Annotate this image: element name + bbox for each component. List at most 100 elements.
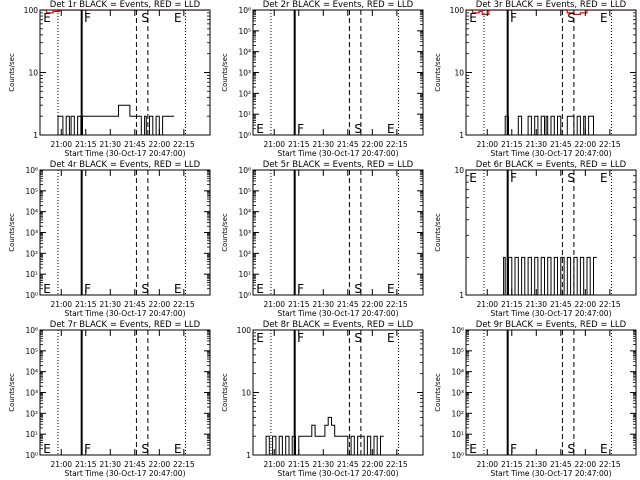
panel-title: Det 5r BLACK = Events, RED = LLD bbox=[263, 160, 414, 170]
x-axis-label: Start Time (30-Oct-17 20:47:00) bbox=[277, 309, 398, 318]
x-tick-label: 21:00 bbox=[476, 300, 498, 309]
x-tick-label: 21:30 bbox=[312, 140, 334, 149]
y-tick-label: 10¹ bbox=[238, 110, 251, 119]
y-tick-label: 10 bbox=[28, 69, 38, 78]
panel-title: Det 3r BLACK = Events, RED = LLD bbox=[476, 0, 627, 10]
x-tick-label: 22:15 bbox=[386, 140, 408, 149]
x-axis-label: Start Time (30-Oct-17 20:47:00) bbox=[490, 149, 611, 158]
marker-letter: S bbox=[567, 11, 575, 25]
x-tick-label: 21:30 bbox=[525, 300, 547, 309]
x-tick-label: 21:00 bbox=[50, 460, 72, 469]
plot-frame bbox=[39, 9, 211, 136]
y-tick-label: 10⁴ bbox=[238, 48, 251, 57]
panel-title: Det 2r BLACK = Events, RED = LLD bbox=[263, 0, 414, 10]
y-tick-label: 10⁰ bbox=[25, 291, 38, 300]
y-tick-label: 10⁴ bbox=[25, 368, 38, 377]
x-tick-label: 22:15 bbox=[386, 460, 408, 469]
y-axis-label: Counts/sec bbox=[434, 373, 442, 412]
marker-letter: E bbox=[256, 331, 264, 345]
x-tick-label: 21:30 bbox=[99, 140, 121, 149]
y-tick-label: 10⁵ bbox=[25, 347, 38, 356]
x-tick-label: 21:00 bbox=[263, 300, 285, 309]
plot-frame bbox=[465, 329, 637, 456]
y-tick-label: 10² bbox=[25, 409, 38, 418]
x-tick-label: 22:00 bbox=[362, 140, 384, 149]
y-tick-label: 10⁶ bbox=[25, 166, 38, 175]
y-tick-label: 10⁰ bbox=[25, 451, 38, 460]
x-tick-label: 22:15 bbox=[599, 460, 621, 469]
marker-letter: E bbox=[174, 282, 182, 296]
plot-frame bbox=[39, 329, 211, 456]
marker-letter: S bbox=[141, 442, 149, 456]
x-tick-label: 21:45 bbox=[124, 300, 146, 309]
marker-letter: S bbox=[354, 331, 362, 345]
y-tick-label: 1 bbox=[33, 131, 38, 140]
marker-letter: E bbox=[43, 11, 51, 25]
y-tick-label: 1 bbox=[459, 291, 464, 300]
x-tick-label: 21:30 bbox=[99, 300, 121, 309]
panel-title: Det 9r BLACK = Events, RED = LLD bbox=[476, 320, 627, 330]
x-tick-label: 21:00 bbox=[50, 140, 72, 149]
marker-letter: F bbox=[297, 282, 304, 296]
panel-title: Det 7r BLACK = Events, RED = LLD bbox=[50, 320, 201, 330]
panel-title: Det 6r BLACK = Events, RED = LLD bbox=[476, 160, 627, 170]
y-tick-label: 1 bbox=[246, 451, 251, 460]
series-group bbox=[502, 256, 597, 295]
x-axis-label: Start Time (30-Oct-17 20:47:00) bbox=[277, 149, 398, 158]
y-axis-label: Counts/sec bbox=[8, 213, 16, 252]
marker-letter: E bbox=[600, 442, 608, 456]
y-tick-label: 10¹ bbox=[25, 430, 38, 439]
marker-letter: E bbox=[469, 11, 477, 25]
y-tick-label: 100 bbox=[237, 326, 252, 335]
marker-letter: E bbox=[387, 282, 395, 296]
y-tick-label: 10⁶ bbox=[238, 166, 251, 175]
panel-det-7r: Det 7r BLACK = Events, RED = LLD E F S E 10⁰ 1… bbox=[8, 320, 211, 478]
x-tick-label: 21:30 bbox=[312, 460, 334, 469]
y-tick-label: 10⁵ bbox=[25, 187, 38, 196]
plot-frame bbox=[252, 169, 424, 296]
x-tick-label: 22:00 bbox=[149, 460, 171, 469]
marker-letter: S bbox=[567, 442, 575, 456]
x-tick-label: 22:15 bbox=[173, 300, 195, 309]
y-tick-label: 10¹ bbox=[238, 270, 251, 279]
x-tick-label: 21:00 bbox=[263, 460, 285, 469]
plot-frame bbox=[252, 9, 424, 136]
x-tick-label: 21:15 bbox=[288, 300, 310, 309]
marker-letter: E bbox=[469, 442, 477, 456]
y-tick-label: 10⁴ bbox=[238, 208, 251, 217]
x-tick-label: 22:15 bbox=[599, 140, 621, 149]
x-tick-label: 21:15 bbox=[75, 140, 97, 149]
panel-title: Det 8r BLACK = Events, RED = LLD bbox=[263, 320, 414, 330]
series-group bbox=[40, 10, 210, 135]
x-tick-label: 22:00 bbox=[362, 460, 384, 469]
marker-letter: E bbox=[256, 282, 264, 296]
y-tick-label: 1 bbox=[459, 131, 464, 140]
panel-det-2r: Det 2r BLACK = Events, RED = LLD E F S E 10⁰ 1… bbox=[221, 0, 424, 158]
y-tick-label: 10³ bbox=[451, 389, 464, 398]
x-tick-label: 22:00 bbox=[575, 460, 597, 469]
y-tick-label: 10² bbox=[238, 249, 251, 258]
x-tick-label: 22:15 bbox=[386, 300, 408, 309]
marker-letter: S bbox=[354, 282, 362, 296]
x-tick-label: 21:15 bbox=[75, 300, 97, 309]
marker-letter: E bbox=[256, 122, 264, 136]
marker-letter: F bbox=[84, 282, 91, 296]
series-group bbox=[253, 416, 384, 455]
marker-letter: F bbox=[510, 11, 517, 25]
marker-letter: F bbox=[297, 331, 304, 345]
y-tick-label: 10² bbox=[451, 409, 464, 418]
panel-title: Det 1r BLACK = Events, RED = LLD bbox=[50, 0, 201, 10]
x-tick-label: 21:15 bbox=[501, 140, 523, 149]
panel-det-5r: Det 5r BLACK = Events, RED = LLD E F S E 10⁰ 1… bbox=[221, 160, 424, 318]
marker-letter: S bbox=[567, 171, 575, 185]
x-axis-label: Start Time (30-Oct-17 20:47:00) bbox=[277, 469, 398, 478]
x-tick-label: 22:15 bbox=[599, 300, 621, 309]
x-tick-label: 21:45 bbox=[550, 300, 572, 309]
y-tick-label: 100 bbox=[450, 6, 465, 15]
x-tick-label: 21:45 bbox=[550, 140, 572, 149]
x-tick-label: 21:30 bbox=[99, 460, 121, 469]
y-axis-label: Counts/sec bbox=[221, 53, 229, 92]
x-tick-label: 21:45 bbox=[337, 460, 359, 469]
x-tick-label: 22:00 bbox=[575, 300, 597, 309]
